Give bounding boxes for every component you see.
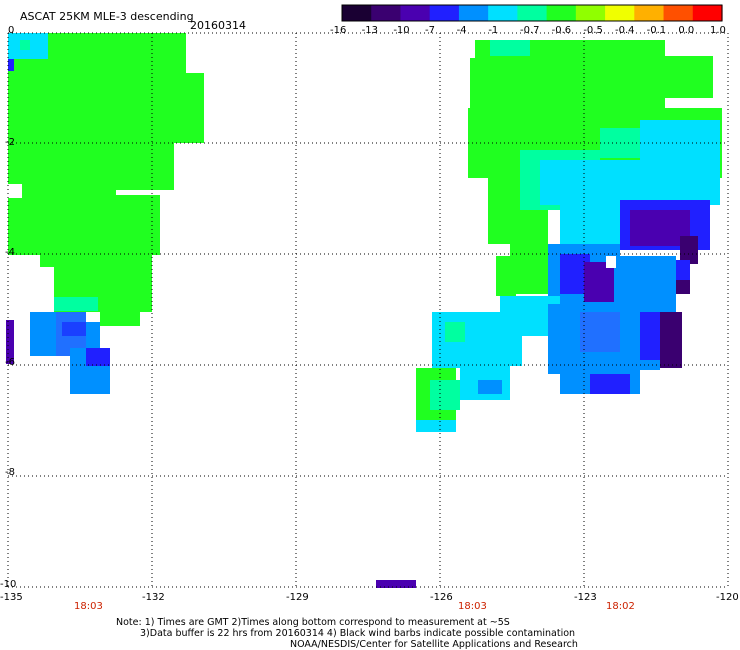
y-tick-0: 0 — [8, 25, 15, 36]
colorbar-segment — [605, 5, 635, 21]
note-line-1: Note: 1) Times are GMT 2)Times along bot… — [116, 617, 510, 628]
map-title: ASCAT 25KM MLE-3 descending — [20, 10, 194, 23]
colorbar-label: -1 — [488, 25, 499, 36]
right-swath — [376, 40, 722, 588]
time-label-1: 18:03 — [74, 601, 103, 612]
colorbar-label: -13 — [361, 25, 378, 36]
note-line-2: 3)Data buffer is 22 hrs from 20160314 4)… — [140, 628, 576, 639]
colorbar-segment — [488, 5, 518, 21]
colorbar-label: -0.4 — [615, 25, 635, 36]
colorbar — [341, 4, 723, 22]
time-label-3: 18:02 — [606, 601, 635, 612]
colorbar-label: -10 — [393, 25, 410, 36]
colorbar-segment — [429, 5, 460, 21]
y-tick-2: -2 — [5, 137, 15, 148]
colorbar-label: -16 — [330, 25, 347, 36]
colorbar-label: 0.0 — [678, 25, 695, 36]
colorbar-segment — [517, 5, 548, 21]
colorbar-label: -0.7 — [520, 25, 540, 36]
lat-lon-grid — [7, 32, 729, 588]
x-tick-132: -132 — [142, 592, 165, 603]
left-swath — [6, 33, 204, 394]
map-date: 20160314 — [190, 19, 246, 32]
x-tick-126: -126 — [430, 592, 453, 603]
colorbar-label: -0.1 — [646, 25, 667, 36]
x-tick-120: -120 — [716, 592, 739, 603]
x-tick-129: -129 — [286, 592, 309, 603]
colorbar-segment — [400, 5, 431, 21]
colorbar-segment — [634, 5, 665, 21]
note-line-3: NOAA/NESDIS/Center for Satellite Applica… — [290, 639, 578, 650]
colorbar-segment — [342, 5, 372, 21]
y-tick-10: -10 — [0, 579, 17, 590]
colorbar-label: 1.0 — [710, 25, 726, 36]
y-tick-4: -4 — [5, 247, 15, 258]
colorbar-segment — [663, 5, 694, 21]
colorbar-segment — [546, 5, 577, 21]
time-label-2: 18:03 — [458, 601, 487, 612]
colorbar-label: -7 — [425, 25, 435, 36]
colorbar-border — [341, 4, 723, 22]
colorbar-label: -0.5 — [583, 25, 603, 36]
colorbar-segment — [575, 5, 606, 21]
x-tick-135: -135 — [0, 592, 23, 603]
colorbar-segment — [692, 5, 723, 21]
colorbar-segment — [371, 5, 402, 21]
colorbar-label: -4 — [456, 25, 467, 36]
x-tick-123: -123 — [574, 592, 597, 603]
colorbar-label: -0.6 — [551, 25, 572, 36]
colorbar-segment — [458, 5, 489, 21]
y-tick-6: -6 — [5, 357, 15, 368]
y-tick-8: -8 — [5, 467, 15, 478]
